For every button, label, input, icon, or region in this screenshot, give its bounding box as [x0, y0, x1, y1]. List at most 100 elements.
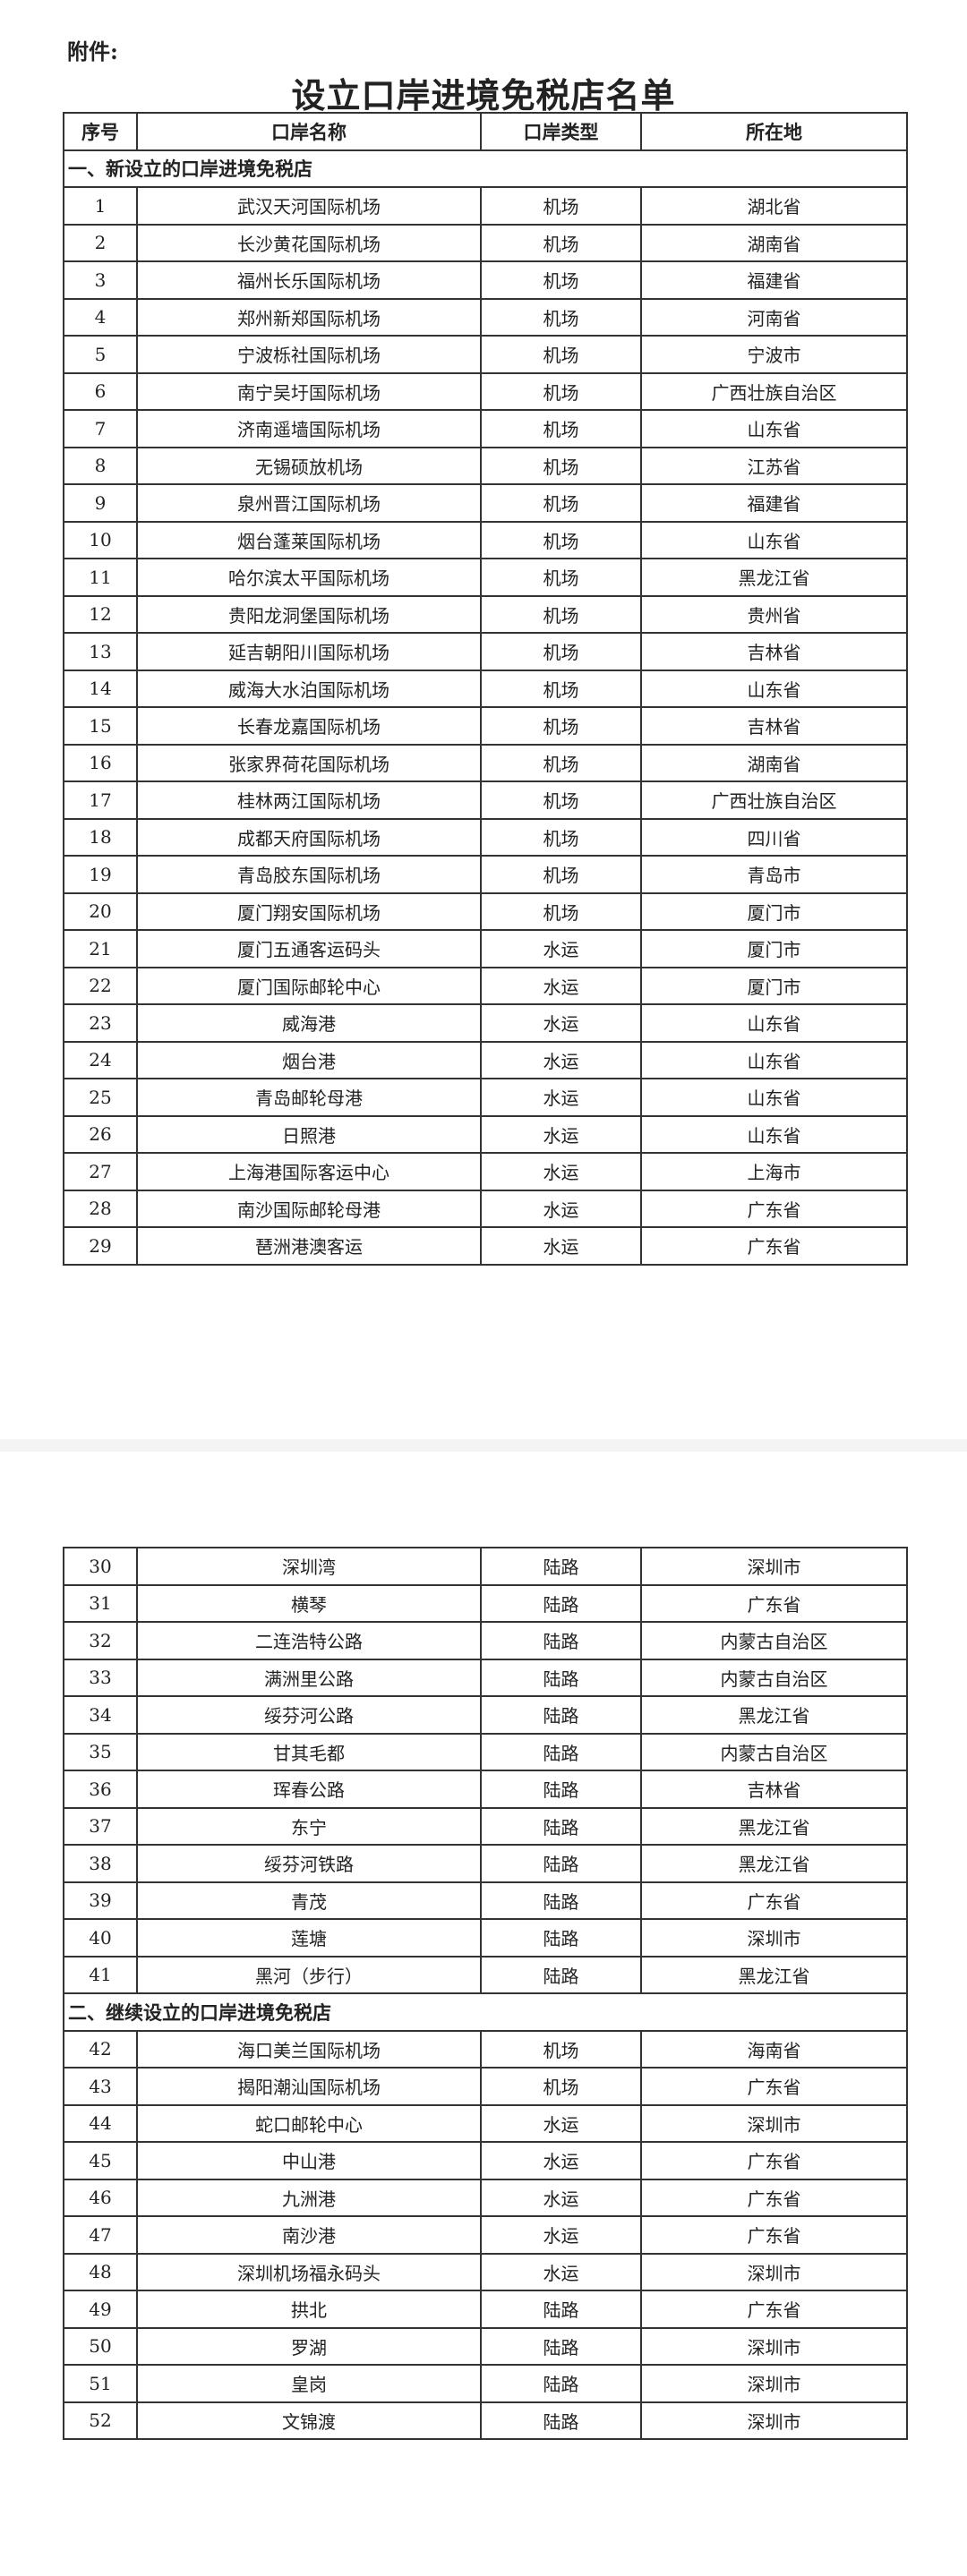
cell-location: 黑龙江省	[640, 1955, 908, 1994]
cell-port-name: 贵阳龙洞堡国际机场	[136, 594, 482, 634]
cell-port-name: 长沙黄花国际机场	[136, 223, 482, 262]
cell-index: 44	[63, 2103, 138, 2143]
table-row: 1 武汉天河国际机场 机场 湖北省	[63, 186, 908, 226]
cell-location: 湖南省	[640, 743, 908, 782]
table-row: 45 中山港 水运 广东省	[63, 2141, 908, 2180]
cell-location: 内蒙古自治区	[640, 1658, 908, 1697]
cell-index: 20	[63, 891, 138, 931]
cell-index: 12	[63, 594, 138, 634]
table-row: 49 拱北 陆路 广东省	[63, 2290, 908, 2329]
cell-port-type: 陆路	[480, 1806, 642, 1846]
cell-index: 6	[63, 371, 138, 411]
cell-port-type: 水运	[480, 2215, 642, 2255]
cell-port-name: 绥芬河公路	[136, 1695, 482, 1735]
header-port-name: 口岸名称	[136, 112, 482, 151]
cell-port-name: 蛇口邮轮中心	[136, 2103, 482, 2143]
cell-location: 河南省	[640, 297, 908, 337]
cell-port-type: 机场	[480, 817, 642, 857]
cell-port-name: 揭阳潮汕国际机场	[136, 2067, 482, 2106]
section-label: 一、新设立的口岸进境免税店	[63, 149, 908, 188]
cell-index: 11	[63, 558, 138, 597]
cell-port-type: 机场	[480, 669, 642, 708]
cell-index: 9	[63, 483, 138, 523]
cell-index: 45	[63, 2141, 138, 2180]
section-label: 二、继续设立的口岸进境免税店	[63, 1992, 908, 2032]
table-row: 26 日照港 水运 山东省	[63, 1114, 908, 1154]
header-location: 所在地	[640, 112, 908, 151]
cell-port-type: 陆路	[480, 2326, 642, 2366]
cell-port-name: 成都天府国际机场	[136, 817, 482, 857]
table-row: 12 贵阳龙洞堡国际机场 机场 贵州省	[63, 594, 908, 634]
cell-port-type: 水运	[480, 2103, 642, 2143]
cell-location: 山东省	[640, 1078, 908, 1117]
cell-index: 10	[63, 520, 138, 559]
cell-port-name: 烟台港	[136, 1040, 482, 1079]
cell-location: 贵州省	[640, 594, 908, 634]
cell-port-name: 满洲里公路	[136, 1658, 482, 1697]
cell-port-type: 陆路	[480, 1881, 642, 1920]
cell-location: 山东省	[640, 1040, 908, 1079]
cell-port-name: 青茂	[136, 1881, 482, 1920]
cell-index: 46	[63, 2178, 138, 2217]
cell-port-type: 陆路	[480, 1918, 642, 1958]
table-row: 32 二连浩特公路 陆路 内蒙古自治区	[63, 1621, 908, 1660]
table-row: 16 张家界荷花国际机场 机场 湖南省	[63, 743, 908, 782]
cell-location: 山东省	[640, 520, 908, 559]
table-row: 6 南宁吴圩国际机场 机场 广西壮族自治区	[63, 371, 908, 411]
cell-index: 7	[63, 409, 138, 448]
cell-location: 四川省	[640, 817, 908, 857]
attachment-label: 附件:	[67, 38, 118, 64]
cell-port-type: 陆路	[480, 2290, 642, 2329]
table-row: 15 长春龙嘉国际机场 机场 吉林省	[63, 706, 908, 746]
table-row: 34 绥芬河公路 陆路 黑龙江省	[63, 1695, 908, 1735]
cell-location: 厦门市	[640, 966, 908, 1005]
cell-port-type: 水运	[480, 2141, 642, 2180]
cell-port-name: 张家界荷花国际机场	[136, 743, 482, 782]
cell-port-type: 陆路	[480, 1844, 642, 1883]
cell-index: 49	[63, 2290, 138, 2329]
cell-index: 52	[63, 2401, 138, 2440]
cell-port-type: 机场	[480, 520, 642, 559]
cell-location: 广东省	[640, 1226, 908, 1266]
table-row: 48 深圳机场福永码头 水运 深圳市	[63, 2252, 908, 2291]
cell-port-type: 机场	[480, 780, 642, 820]
cell-index: 16	[63, 743, 138, 782]
table-row: 50 罗湖 陆路 深圳市	[63, 2326, 908, 2366]
cell-port-name: 琶洲港澳客运	[136, 1226, 482, 1266]
cell-location: 内蒙古自治区	[640, 1732, 908, 1771]
cell-index: 8	[63, 446, 138, 485]
cell-location: 广东省	[640, 2290, 908, 2329]
cell-location: 福建省	[640, 260, 908, 300]
cell-index: 31	[63, 1583, 138, 1623]
cell-index: 15	[63, 706, 138, 746]
cell-port-name: 威海港	[136, 1003, 482, 1043]
cell-location: 湖北省	[640, 186, 908, 226]
cell-index: 22	[63, 966, 138, 1005]
table-header-row: 序号 口岸名称 口岸类型 所在地	[63, 112, 908, 151]
table-row: 10 烟台蓬莱国际机场 机场 山东省	[63, 520, 908, 559]
table-row: 20 厦门翔安国际机场 机场 厦门市	[63, 891, 908, 931]
cell-port-name: 济南遥墙国际机场	[136, 409, 482, 448]
cell-port-name: 南宁吴圩国际机场	[136, 371, 482, 411]
cell-port-name: 黑河（步行）	[136, 1955, 482, 1994]
cell-port-name: 东宁	[136, 1806, 482, 1846]
cell-index: 17	[63, 780, 138, 820]
cell-location: 广东省	[640, 2178, 908, 2217]
cell-port-name: 皇岗	[136, 2364, 482, 2403]
cell-port-type: 陆路	[480, 1770, 642, 1809]
cell-port-type: 机场	[480, 706, 642, 746]
table-row: 39 青茂 陆路 广东省	[63, 1881, 908, 1920]
cell-port-name: 莲塘	[136, 1918, 482, 1958]
cell-port-type: 陆路	[480, 1695, 642, 1735]
table-row: 27 上海港国际客运中心 水运 上海市	[63, 1152, 908, 1191]
cell-index: 1	[63, 186, 138, 226]
cell-location: 上海市	[640, 1152, 908, 1191]
cell-location: 广西壮族自治区	[640, 780, 908, 820]
duty-free-table-page-2: 30 深圳湾 陆路 深圳市 31 横琴 陆路 广东省 32 二连浩特公路 陆路 内蒙古自治区 33 满洲里…	[63, 1547, 908, 2440]
cell-location: 山东省	[640, 669, 908, 708]
cell-location: 山东省	[640, 409, 908, 448]
cell-port-type: 陆路	[480, 1547, 642, 1586]
table-row: 36 珲春公路 陆路 吉林省	[63, 1770, 908, 1809]
cell-port-type: 陆路	[480, 1658, 642, 1697]
cell-index: 41	[63, 1955, 138, 1994]
